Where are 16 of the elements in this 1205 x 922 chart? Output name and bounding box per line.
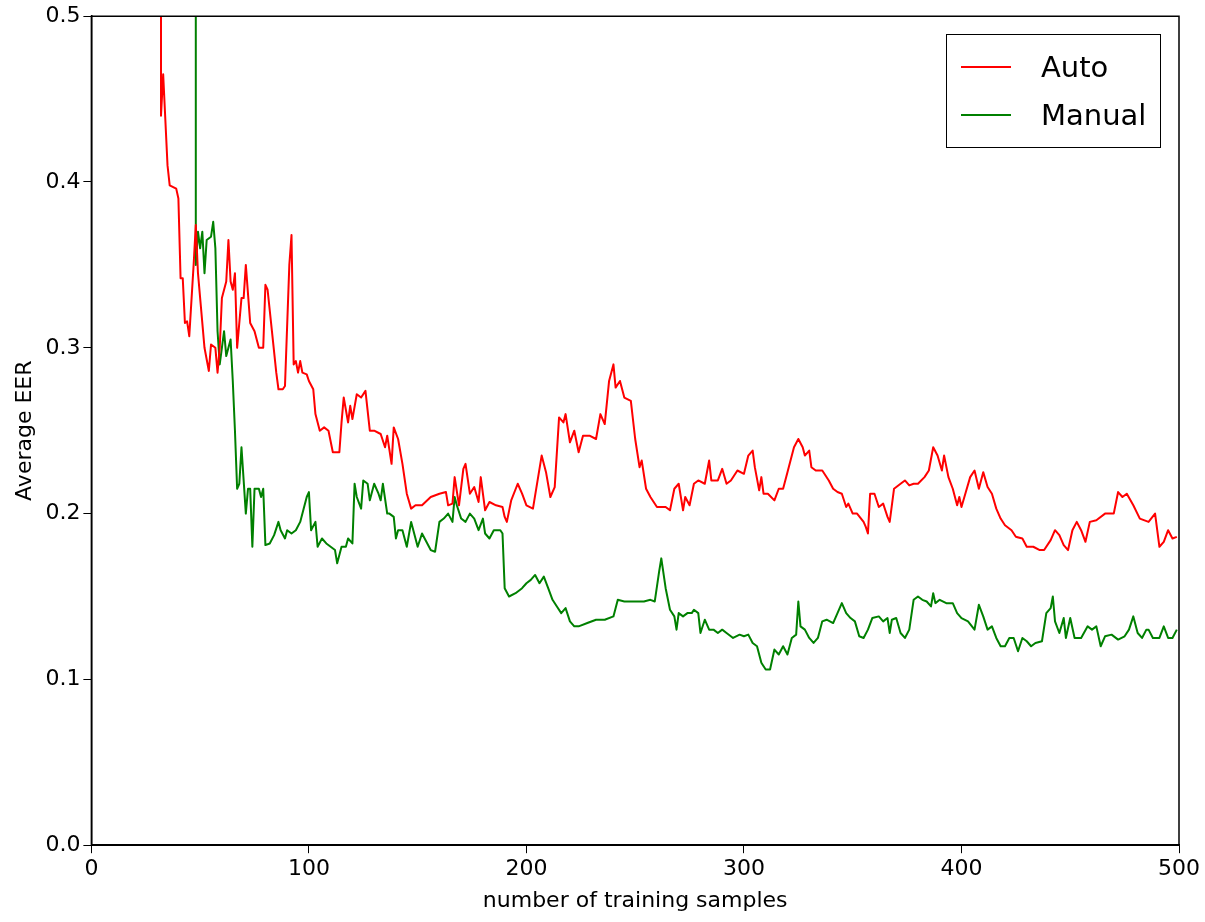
y-tick-label: 0.4 [45, 167, 81, 193]
x-tick-label: 0 [84, 855, 99, 881]
x-tick-label: 100 [287, 855, 330, 881]
x-tick-label: 500 [1158, 855, 1200, 881]
x-axis-title: number of training samples [482, 886, 788, 912]
x-tick-label: 200 [505, 855, 548, 881]
y-tick-label: 0.0 [45, 830, 81, 856]
y-tick-label: 0.5 [45, 1, 81, 27]
y-tick-label: 0.2 [45, 499, 81, 525]
legend-label: Auto [1041, 50, 1109, 85]
legend-label: Manual [1041, 98, 1147, 133]
x-tick-label: 300 [722, 855, 765, 881]
y-axis-title: Average EER [10, 360, 36, 501]
y-tick-label: 0.1 [45, 665, 81, 691]
y-tick-label: 0.3 [45, 333, 81, 359]
x-tick-label: 400 [940, 855, 983, 881]
